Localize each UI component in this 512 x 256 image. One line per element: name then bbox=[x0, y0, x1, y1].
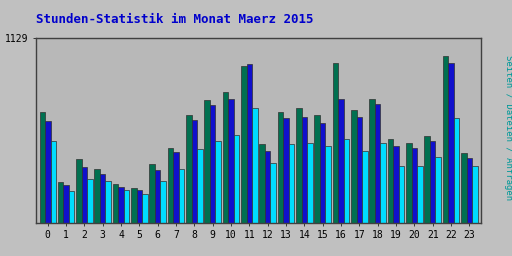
Bar bbox=[424, 136, 430, 223]
Bar bbox=[466, 158, 472, 223]
Bar bbox=[191, 120, 197, 223]
Bar bbox=[105, 181, 111, 223]
Bar bbox=[252, 109, 258, 223]
Bar bbox=[406, 143, 412, 223]
Bar bbox=[265, 151, 270, 223]
Bar bbox=[174, 152, 179, 223]
Bar bbox=[118, 187, 124, 223]
Bar bbox=[223, 92, 228, 223]
Bar bbox=[150, 164, 155, 223]
Bar bbox=[435, 157, 441, 223]
Bar bbox=[160, 181, 166, 223]
Bar bbox=[95, 169, 100, 223]
Bar bbox=[333, 63, 338, 223]
Bar bbox=[228, 99, 234, 223]
Bar bbox=[168, 148, 174, 223]
Bar bbox=[307, 143, 313, 223]
Bar bbox=[278, 112, 283, 223]
Bar bbox=[51, 141, 56, 223]
Bar bbox=[234, 135, 239, 223]
Bar bbox=[131, 188, 137, 223]
Bar bbox=[69, 191, 74, 223]
Bar bbox=[39, 112, 45, 223]
Bar bbox=[100, 174, 105, 223]
Bar bbox=[461, 153, 466, 223]
Bar bbox=[155, 170, 160, 223]
Bar bbox=[370, 99, 375, 223]
Bar bbox=[241, 66, 247, 223]
Bar bbox=[362, 151, 368, 223]
Bar bbox=[417, 166, 422, 223]
Bar bbox=[45, 122, 51, 223]
Text: Seiten / Dateien / Anfragen: Seiten / Dateien / Anfragen bbox=[504, 56, 512, 200]
Bar bbox=[454, 118, 459, 223]
Bar bbox=[260, 144, 265, 223]
Bar bbox=[375, 103, 380, 223]
Bar bbox=[124, 190, 130, 223]
Bar bbox=[58, 182, 63, 223]
Bar bbox=[443, 56, 449, 223]
Bar bbox=[380, 143, 386, 223]
Bar bbox=[289, 144, 294, 223]
Bar bbox=[320, 123, 326, 223]
Text: Stunden-Statistik im Monat Maerz 2015: Stunden-Statistik im Monat Maerz 2015 bbox=[36, 13, 313, 26]
Bar bbox=[326, 146, 331, 223]
Bar bbox=[344, 140, 349, 223]
Bar bbox=[210, 105, 216, 223]
Bar bbox=[247, 64, 252, 223]
Bar bbox=[296, 109, 302, 223]
Bar bbox=[302, 116, 307, 223]
Bar bbox=[388, 140, 393, 223]
Bar bbox=[270, 163, 276, 223]
Bar bbox=[338, 99, 344, 223]
Bar bbox=[399, 166, 404, 223]
Bar bbox=[113, 184, 118, 223]
Bar bbox=[283, 118, 289, 223]
Bar bbox=[393, 146, 399, 223]
Bar bbox=[197, 149, 203, 223]
Bar bbox=[449, 63, 454, 223]
Bar bbox=[82, 167, 87, 223]
Bar bbox=[314, 115, 320, 223]
Bar bbox=[179, 169, 184, 223]
Bar bbox=[137, 190, 142, 223]
Bar bbox=[186, 115, 191, 223]
Bar bbox=[412, 148, 417, 223]
Bar bbox=[204, 100, 210, 223]
Bar bbox=[87, 179, 93, 223]
Bar bbox=[430, 141, 435, 223]
Bar bbox=[357, 116, 362, 223]
Bar bbox=[63, 185, 69, 223]
Bar bbox=[76, 159, 82, 223]
Bar bbox=[216, 141, 221, 223]
Bar bbox=[472, 166, 478, 223]
Bar bbox=[142, 194, 147, 223]
Bar bbox=[351, 110, 357, 223]
